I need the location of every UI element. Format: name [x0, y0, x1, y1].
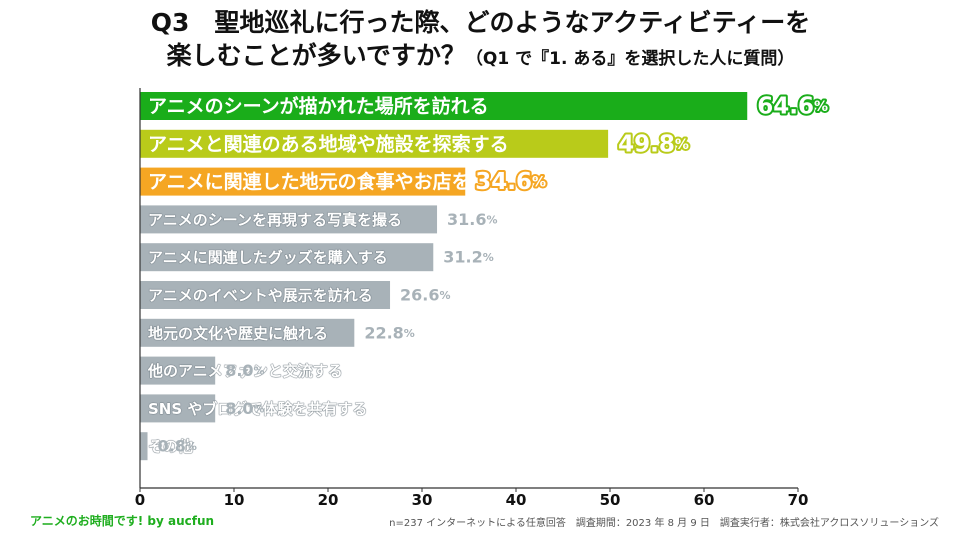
x-tick-label-2: 10 — [224, 491, 245, 509]
footer-survey-info: n=237 インターネットによる任意回答 調査期間：2023 年 8 月 9 日… — [389, 518, 939, 529]
chart-title: Q3 聖地巡礼に行った際、どのようなアクティビティーを 楽しむことが多いですか？… — [0, 6, 961, 75]
title-line-1: Q3 聖地巡礼に行った際、どのようなアクティビティーを — [150, 8, 811, 37]
value-label-4: 31.6% — [447, 210, 498, 229]
bar-6 — [140, 281, 391, 309]
x-tick-label-6: 50 — [600, 491, 621, 509]
footer-brand: アニメのお時間です! by aucfun — [30, 514, 215, 528]
x-tick-label-4: 30 — [412, 491, 433, 509]
bar-3 — [140, 167, 466, 196]
value-label-5: 31.2% — [443, 248, 494, 267]
bar-4 — [140, 205, 438, 234]
value-unit-8: % — [254, 365, 265, 378]
value-unit-9: % — [254, 402, 265, 415]
value-label-3: 34.6% — [475, 169, 546, 195]
bar-9 — [140, 394, 216, 423]
bar-8 — [140, 356, 216, 385]
value-label-8: 8.0% — [225, 361, 264, 380]
category-label-4: アニメのシーンを再現する写真を撮る — [148, 211, 402, 229]
value-label-10: 0.8% — [158, 437, 197, 456]
category-label-3: アニメに関連した地元の食事やお店を楽しむ — [148, 170, 528, 193]
value-label-9: 8.0% — [225, 399, 264, 418]
value-unit-7: % — [404, 327, 415, 340]
value-unit-5: % — [483, 251, 494, 264]
value-unit-4: % — [487, 213, 498, 226]
bar-2 — [140, 129, 609, 158]
category-label-1: アニメのシーンが描かれた場所を訪れる — [148, 95, 489, 118]
x-tick-label-8: 70 — [788, 491, 809, 509]
x-tick-label-1: 0 — [135, 491, 145, 509]
value-unit-1: % — [814, 99, 828, 115]
bar-1 — [140, 92, 748, 120]
x-tick-label-7: 60 — [694, 491, 715, 509]
category-label-6: アニメのイベントや展示を訪れる — [148, 287, 373, 305]
category-label-8: 他のアニメファンと交流する — [147, 362, 343, 380]
category-label-10: その他 — [148, 438, 193, 456]
value-label-7: 22.8% — [364, 323, 415, 342]
value-unit-3: % — [532, 175, 546, 191]
x-tick-label-3: 20 — [318, 491, 339, 509]
title-line-2-sub: （Q1 で『1. ある』を選択した人に質問） — [465, 49, 795, 69]
bar-7 — [140, 318, 355, 347]
title-line-2: 楽しむことが多いですか？（Q1 で『1. ある』を選択した人に質問） — [0, 40, 961, 75]
value-unit-10: % — [186, 440, 197, 453]
category-label-9: SNS やブログで体験を共有する — [148, 400, 367, 418]
category-label-7: 地元の文化や歴史に触れる — [148, 324, 328, 342]
bar-5 — [140, 243, 434, 272]
value-label-1: 64.6% — [757, 94, 828, 120]
bar-10 — [140, 432, 148, 461]
category-label-2: アニメと関連のある地域や施設を探索する — [148, 132, 509, 155]
value-unit-6: % — [440, 289, 451, 302]
title-line-2-main: 楽しむことが多いですか？ — [166, 41, 466, 70]
value-label-6: 26.6% — [400, 286, 451, 305]
value-unit-2: % — [675, 137, 689, 153]
value-label-2: 49.8% — [618, 131, 689, 157]
x-tick-label-5: 40 — [506, 491, 527, 509]
category-label-5: アニメに関連したグッズを購入する — [148, 249, 388, 267]
